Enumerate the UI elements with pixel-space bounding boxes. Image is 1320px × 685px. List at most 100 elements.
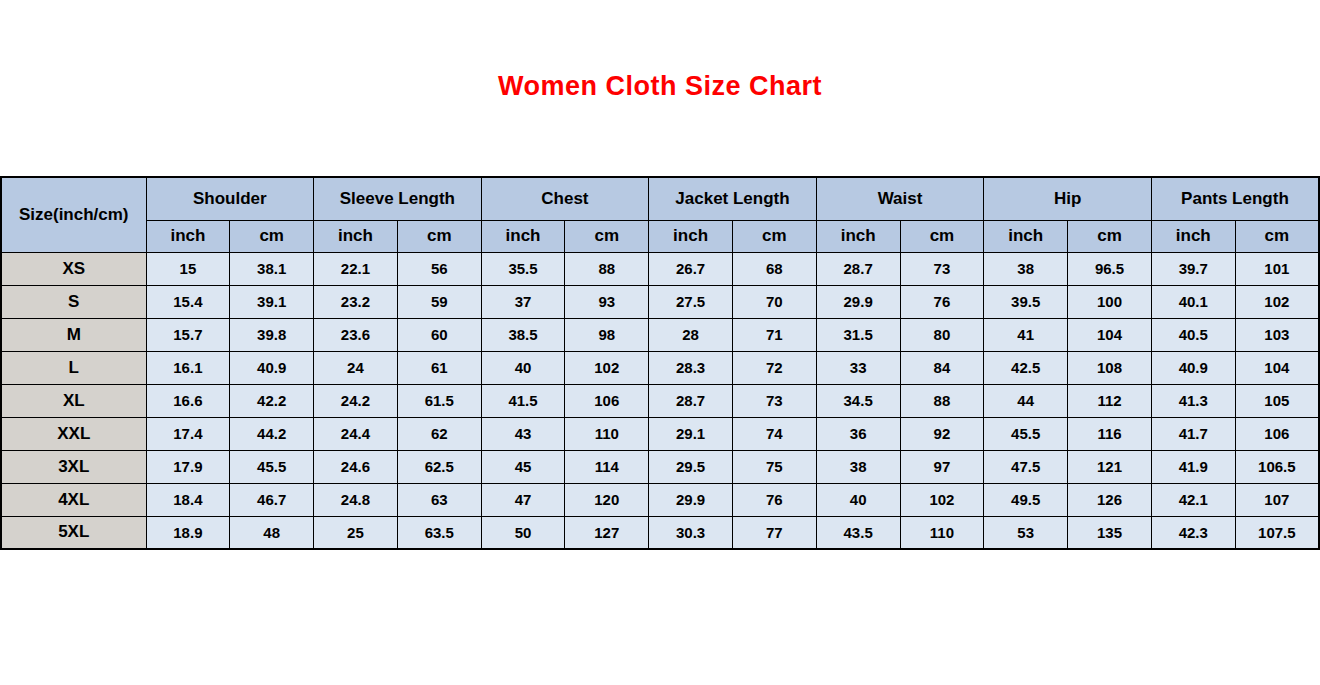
measurement-cell: 45.5: [230, 450, 314, 483]
unit-header-cm: cm: [732, 220, 816, 252]
measurement-cell: 15.7: [146, 318, 230, 351]
measurement-cell: 107.5: [1235, 516, 1319, 549]
measurement-cell: 47.5: [984, 450, 1068, 483]
measurement-cell: 63: [397, 483, 481, 516]
measurement-cell: 40: [816, 483, 900, 516]
measurement-cell: 53: [984, 516, 1068, 549]
table-row-l: L16.140.924614010228.372338442.510840.91…: [1, 351, 1319, 384]
unit-header-inch: inch: [649, 220, 733, 252]
measurement-cell: 42.1: [1151, 483, 1235, 516]
table-row-m: M15.739.823.66038.598287131.5804110440.5…: [1, 318, 1319, 351]
unit-header-inch: inch: [314, 220, 398, 252]
measurement-cell: 73: [732, 384, 816, 417]
measurement-cell: 100: [1068, 285, 1152, 318]
measurement-cell: 70: [732, 285, 816, 318]
measurement-cell: 28: [649, 318, 733, 351]
measurement-cell: 62.5: [397, 450, 481, 483]
table-body: XS1538.122.15635.58826.76828.7733896.539…: [1, 252, 1319, 549]
measurement-cell: 88: [900, 384, 984, 417]
measurement-cell: 41: [984, 318, 1068, 351]
measurement-cell: 38.1: [230, 252, 314, 285]
measurement-cell: 22.1: [314, 252, 398, 285]
measurement-cell: 15: [146, 252, 230, 285]
measurement-cell: 104: [1235, 351, 1319, 384]
measurement-cell: 16.6: [146, 384, 230, 417]
measurement-cell: 61: [397, 351, 481, 384]
table-row-xs: XS1538.122.15635.58826.76828.7733896.539…: [1, 252, 1319, 285]
measurement-cell: 77: [732, 516, 816, 549]
measurement-cell: 40.5: [1151, 318, 1235, 351]
measurement-cell: 27.5: [649, 285, 733, 318]
measurement-cell: 68: [732, 252, 816, 285]
measurement-cell: 84: [900, 351, 984, 384]
measurement-cell: 102: [900, 483, 984, 516]
measurement-cell: 120: [565, 483, 649, 516]
measurement-cell: 48: [230, 516, 314, 549]
measurement-cell: 93: [565, 285, 649, 318]
measurement-cell: 43: [481, 417, 565, 450]
measurement-cell: 24.2: [314, 384, 398, 417]
measurement-cell: 45.5: [984, 417, 1068, 450]
measurement-cell: 76: [732, 483, 816, 516]
measurement-cell: 47: [481, 483, 565, 516]
group-header-chest: Chest: [481, 177, 649, 220]
measurement-cell: 41.3: [1151, 384, 1235, 417]
measurement-cell: 106.5: [1235, 450, 1319, 483]
measurement-cell: 40.9: [230, 351, 314, 384]
measurement-cell: 110: [565, 417, 649, 450]
measurement-cell: 25: [314, 516, 398, 549]
measurement-cell: 127: [565, 516, 649, 549]
measurement-cell: 104: [1068, 318, 1152, 351]
measurement-cell: 105: [1235, 384, 1319, 417]
measurement-cell: 37: [481, 285, 565, 318]
measurement-cell: 126: [1068, 483, 1152, 516]
measurement-cell: 23.6: [314, 318, 398, 351]
measurement-cell: 39.8: [230, 318, 314, 351]
measurement-cell: 116: [1068, 417, 1152, 450]
measurement-cell: 56: [397, 252, 481, 285]
measurement-cell: 62: [397, 417, 481, 450]
size-label: XXL: [1, 417, 146, 450]
measurement-cell: 39.7: [1151, 252, 1235, 285]
size-label: M: [1, 318, 146, 351]
measurement-cell: 121: [1068, 450, 1152, 483]
measurement-cell: 26.7: [649, 252, 733, 285]
unit-header-cm: cm: [1068, 220, 1152, 252]
unit-header-cm: cm: [1235, 220, 1319, 252]
measurement-cell: 76: [900, 285, 984, 318]
unit-header-cm: cm: [900, 220, 984, 252]
measurement-cell: 40.9: [1151, 351, 1235, 384]
measurement-cell: 38: [816, 450, 900, 483]
table-row-3xl: 3XL17.945.524.662.54511429.575389747.512…: [1, 450, 1319, 483]
measurement-cell: 18.4: [146, 483, 230, 516]
measurement-cell: 73: [900, 252, 984, 285]
unit-header-inch: inch: [984, 220, 1068, 252]
measurement-cell: 35.5: [481, 252, 565, 285]
group-header-sleeve-length: Sleeve Length: [314, 177, 482, 220]
page: Women Cloth Size Chart Size(inch/cm) Sho…: [0, 0, 1320, 685]
measurement-cell: 38: [984, 252, 1068, 285]
size-label: L: [1, 351, 146, 384]
measurement-cell: 15.4: [146, 285, 230, 318]
measurement-cell: 29.9: [816, 285, 900, 318]
measurement-cell: 44.2: [230, 417, 314, 450]
measurement-cell: 24.8: [314, 483, 398, 516]
measurement-cell: 92: [900, 417, 984, 450]
measurement-cell: 38.5: [481, 318, 565, 351]
unit-header-cm: cm: [565, 220, 649, 252]
measurement-cell: 106: [565, 384, 649, 417]
unit-header-row: inchcminchcminchcminchcminchcminchcminch…: [1, 220, 1319, 252]
measurement-cell: 17.9: [146, 450, 230, 483]
size-label: 3XL: [1, 450, 146, 483]
measurement-cell: 36: [816, 417, 900, 450]
measurement-cell: 112: [1068, 384, 1152, 417]
measurement-cell: 102: [1235, 285, 1319, 318]
measurement-cell: 60: [397, 318, 481, 351]
measurement-cell: 50: [481, 516, 565, 549]
measurement-cell: 28.3: [649, 351, 733, 384]
measurement-cell: 72: [732, 351, 816, 384]
measurement-cell: 107: [1235, 483, 1319, 516]
measurement-cell: 28.7: [816, 252, 900, 285]
measurement-cell: 29.1: [649, 417, 733, 450]
measurement-cell: 29.9: [649, 483, 733, 516]
